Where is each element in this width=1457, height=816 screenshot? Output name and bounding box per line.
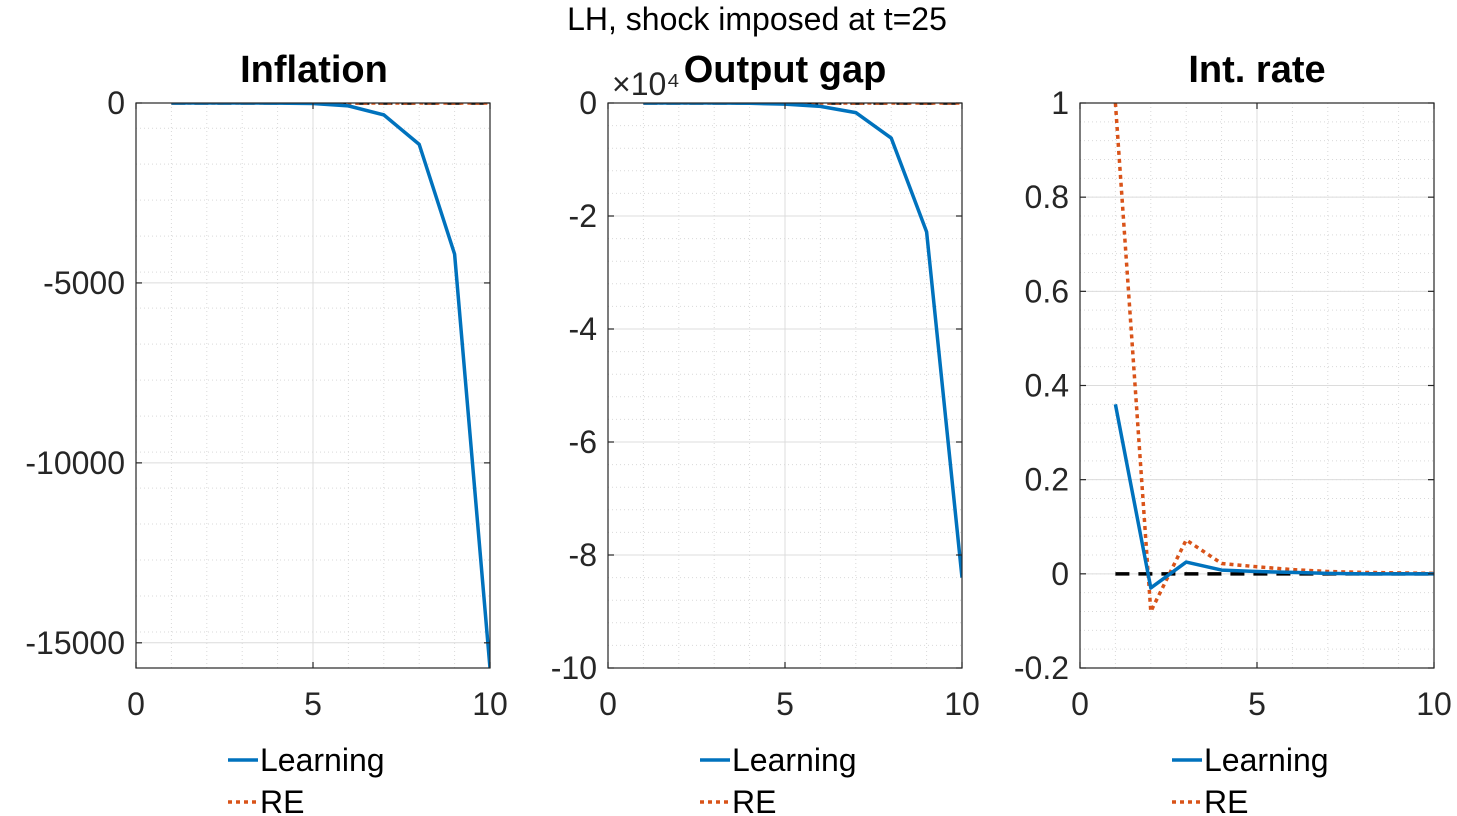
- y-tick-label: 0.4: [1025, 368, 1069, 404]
- panel-title: Output gap: [684, 49, 887, 91]
- panel-title: Inflation: [240, 49, 388, 91]
- x-tick-label: 10: [472, 686, 508, 722]
- x-tick-label: 0: [1071, 686, 1089, 722]
- x-tick-label: 0: [127, 686, 145, 722]
- x-tick-label: 5: [1248, 686, 1266, 722]
- y-tick-label: -6: [569, 424, 597, 460]
- y-tick-label: -5000: [43, 265, 125, 301]
- y-tick-label: 0.6: [1025, 273, 1069, 309]
- legend: Learning RE: [1172, 742, 1329, 816]
- y-tick-label: -10000: [25, 445, 125, 481]
- legend: Learning RE: [228, 742, 385, 816]
- x-tick-label: 5: [304, 686, 322, 722]
- series-group: [643, 103, 962, 578]
- legend-label-learning: Learning: [1204, 742, 1329, 778]
- series-group: [171, 103, 490, 668]
- panel-title: Int. rate: [1188, 49, 1325, 91]
- y-tick-label: -15000: [25, 625, 125, 661]
- series-line-learning: [171, 103, 490, 668]
- legend-label-re: RE: [1204, 784, 1248, 816]
- legend-label-learning: Learning: [732, 742, 857, 778]
- x-tick-label: 10: [944, 686, 980, 722]
- y-tick-label: 0: [579, 85, 597, 121]
- figure-suptitle: LH, shock imposed at t=25: [567, 1, 947, 37]
- legend: Learning RE: [700, 742, 857, 816]
- y-tick-label: -0.2: [1014, 650, 1069, 686]
- legend-label-re: RE: [260, 784, 304, 816]
- legend-label-learning: Learning: [260, 742, 385, 778]
- series-line-learning: [1113, 404, 1434, 590]
- panel-2: 0 5 10 0 -2 -4 -6 -8 -10 ×10⁴ Output gap Learning RE: [551, 49, 980, 816]
- y-tick-label: 0.2: [1025, 462, 1069, 498]
- series-group: [1113, 103, 1434, 614]
- y-tick-label: -8: [569, 537, 597, 573]
- legend-label-re: RE: [732, 784, 776, 816]
- y-tick-label: 0: [107, 85, 125, 121]
- y-tick-label: -10: [551, 650, 597, 686]
- x-tick-label: 0: [599, 686, 617, 722]
- y-exponent-label: ×10⁴: [612, 66, 680, 102]
- y-tick-label: 0.8: [1025, 179, 1069, 215]
- x-tick-label: 5: [776, 686, 794, 722]
- y-tick-label: -4: [569, 311, 597, 347]
- x-tick-label: 10: [1416, 686, 1452, 722]
- tick-labels: 0 5 10 0 -5000 -10000 -15000: [25, 85, 507, 722]
- y-tick-label: -2: [569, 198, 597, 234]
- tick-labels: 0 5 10 0 -2 -4 -6 -8 -10: [551, 85, 980, 722]
- y-tick-label: 0: [1051, 556, 1069, 592]
- panel-1: 0 5 10 0 -5000 -10000 -15000 Inflation Learning R…: [25, 49, 507, 816]
- series-line-learning: [643, 103, 962, 578]
- y-tick-label: 1: [1051, 85, 1069, 121]
